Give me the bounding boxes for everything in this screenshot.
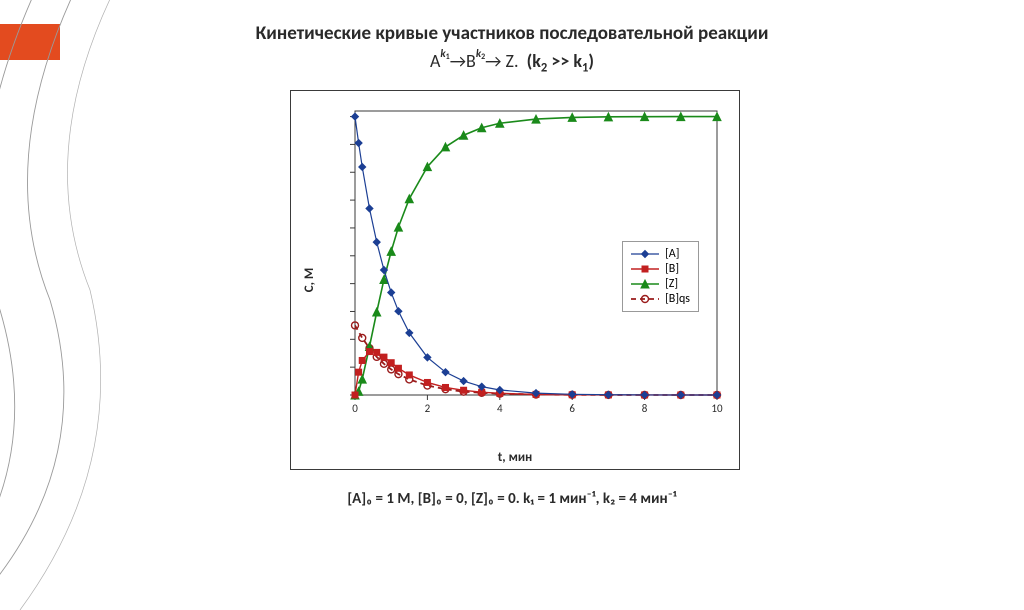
legend-label-Bqs: [B]qs <box>665 292 690 306</box>
svg-text:6: 6 <box>569 402 575 415</box>
cond-close: ) <box>588 50 594 72</box>
legend-label-B: [B] <box>665 262 679 276</box>
legend-item-Z: [Z] <box>631 277 690 291</box>
reaction-B: B <box>466 50 476 72</box>
reaction-Z: Z <box>506 50 514 72</box>
legend-label-Z: [Z] <box>665 277 678 291</box>
chart-container: C, M t, мин 024681000,10,20,30,40,50,60,… <box>290 90 740 470</box>
reaction-A: A <box>430 50 440 72</box>
cond-mid: >> k <box>547 50 582 72</box>
legend-item-B: [B] <box>631 262 690 276</box>
decorative-curves <box>0 0 250 610</box>
legend-item-Bqs: [B]qs <box>631 292 690 306</box>
reaction-dot: . <box>514 50 519 72</box>
svg-text:8: 8 <box>642 402 648 415</box>
slide-subtitle: Ak1→Bk2→ Z. (k2 >> k1) <box>0 48 1024 75</box>
slide-title: Кинетические кривые участников последова… <box>0 22 1024 45</box>
legend-item-A: [A] <box>631 247 690 261</box>
svg-text:4: 4 <box>497 402 503 415</box>
svg-text:0: 0 <box>352 402 358 415</box>
chart-legend: [A] [B] [Z] [B]qs <box>622 241 699 312</box>
svg-text:10: 10 <box>711 402 723 415</box>
arrow2: → <box>485 50 501 72</box>
y-axis-label: C, M <box>302 268 317 293</box>
cond-open: (k <box>527 50 541 72</box>
arrow1: → <box>450 50 466 72</box>
legend-label-A: [A] <box>665 247 679 261</box>
x-axis-label: t, мин <box>498 450 532 465</box>
svg-text:2: 2 <box>425 402 431 415</box>
chart-caption: [A]₀ = 1 M, [B]₀ = 0, [Z]₀ = 0. k₁ = 1 м… <box>0 490 1024 508</box>
